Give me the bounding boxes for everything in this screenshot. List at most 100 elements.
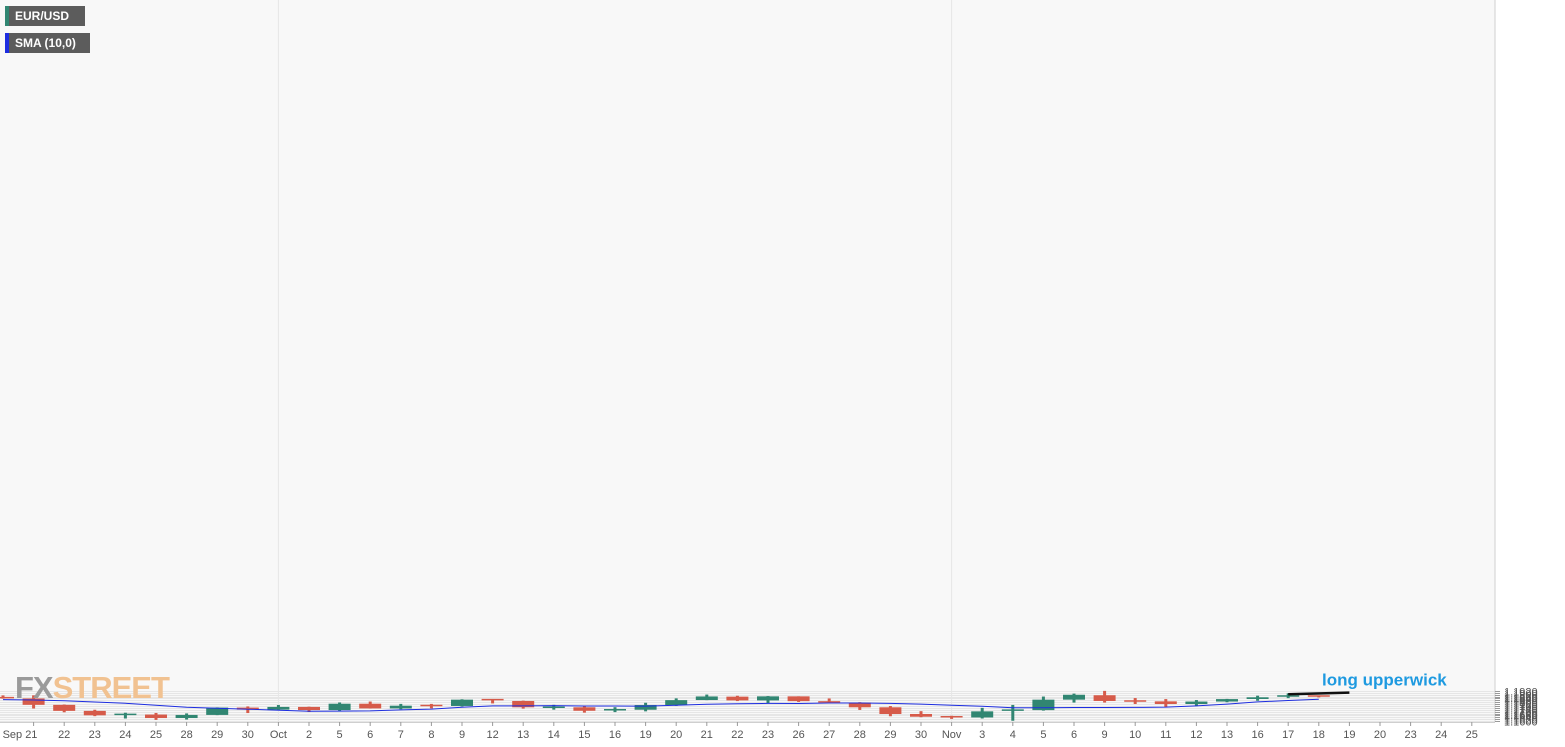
candle-body (818, 701, 841, 703)
candle-body (267, 706, 290, 710)
x-axis: Sep 21 22 23 24 25 28 29 30 Oct 2 5 6 7 8 9 12 13 14 15 16 1… (0, 722, 1495, 741)
candle-body (1154, 701, 1177, 704)
x-tick-label: 9 (1102, 729, 1108, 741)
y-tick-label: 1.1740 (1504, 704, 1538, 716)
candle-body (22, 698, 45, 705)
candle-body (1246, 697, 1269, 699)
candle-body (879, 707, 902, 714)
x-tick-label: 15 (578, 729, 590, 741)
x-tick-label: 27 (823, 729, 835, 741)
x-tick-label: 29 (884, 729, 896, 741)
x-tick-label: 7 (398, 729, 404, 741)
y-tick-label: 1.1700 (1504, 708, 1538, 720)
y-tick-label: 1.1620 (1504, 715, 1538, 727)
annotation-layer: long upperwick (1288, 671, 1447, 696)
y-tick-label: 1.1860 (1504, 693, 1538, 705)
y-tick-label: 1.1600 (1504, 717, 1538, 729)
candle-body (910, 713, 932, 717)
x-tick-label: 23 (762, 729, 774, 741)
y-axis: 1.16001.16201.16401.16601.16801.17001.17… (1494, 0, 1538, 729)
x-tick-label: 9 (459, 729, 465, 741)
candle-body (1093, 695, 1116, 701)
x-tick-label: Oct (270, 729, 287, 741)
candle-body (787, 696, 810, 702)
sma-legend-tag[interactable]: SMA (10,0) (5, 33, 90, 53)
y-tick-label: 1.1840 (1504, 694, 1538, 706)
x-tick-label: 13 (1221, 729, 1233, 741)
plot-background (0, 0, 1495, 722)
x-tick-label: 18 (1313, 729, 1325, 741)
x-tick-label: 19 (1343, 729, 1355, 741)
y-tick-label: 1.1660 (1504, 711, 1538, 723)
x-tick-label: 17 (1282, 729, 1294, 741)
candle-body (236, 707, 259, 710)
candle-body (389, 705, 412, 709)
x-tick-label: 5 (1040, 729, 1046, 741)
y-tick-label: 1.1780 (1504, 700, 1538, 712)
x-tick-label: 21 (701, 729, 713, 741)
candle-body (1216, 699, 1238, 702)
candle-body (573, 707, 596, 711)
x-tick-label: 11 (1160, 729, 1171, 741)
x-tick-label: 30 (242, 729, 254, 741)
candle-body (1185, 701, 1208, 704)
candle-body (634, 705, 657, 710)
candle-body (328, 703, 351, 711)
candle-body (359, 703, 382, 709)
y-tick-label: 1.1920 (1504, 687, 1538, 699)
x-tick-label: 20 (670, 729, 682, 741)
x-tick-label: 23 (89, 729, 101, 741)
y-tick-label: 1.1820 (1504, 696, 1538, 708)
x-tick-label: 6 (1071, 729, 1077, 741)
x-tick-label: 20 (1374, 729, 1386, 741)
x-tick-label: 25 (1466, 729, 1478, 741)
x-tick-label: 30 (915, 729, 927, 741)
candle-body (206, 707, 229, 715)
x-tick-label: 6 (367, 729, 373, 741)
x-tick-label: Nov (942, 729, 962, 741)
sma-line (2, 698, 1319, 712)
y-tick-label: 1.1800 (1504, 698, 1538, 710)
candle-body (1063, 694, 1085, 700)
logo-street-part: STREET (52, 670, 170, 705)
symbol-legend-tag[interactable]: EUR/USD (5, 6, 85, 26)
y-tick-label: 1.1680 (1504, 710, 1538, 722)
x-tick-label: 23 (1404, 729, 1416, 741)
candle-body (695, 696, 718, 701)
x-tick-label: 26 (792, 729, 804, 741)
candle-body (665, 700, 688, 706)
x-tick-label: 3 (979, 729, 985, 741)
candle-body (512, 700, 535, 708)
x-tick-label: 24 (1435, 729, 1447, 741)
x-tick-label: 5 (337, 729, 343, 741)
candle-body (298, 706, 320, 711)
x-tick-label: 19 (639, 729, 651, 741)
x-tick-label: 24 (119, 729, 131, 741)
symbol-legend-label: EUR/USD (15, 9, 70, 23)
x-tick-label: 13 (517, 729, 529, 741)
candle-body (726, 696, 749, 701)
candle-body (53, 704, 76, 711)
x-tick-label: 8 (428, 729, 434, 741)
candle-body (757, 696, 779, 701)
candle-body (451, 699, 473, 706)
x-tick-label: 10 (1129, 729, 1141, 741)
candle-body (83, 710, 106, 716)
annotation-label: long upperwick (1322, 671, 1447, 690)
x-tick-label: 4 (1010, 729, 1016, 741)
x-tick-label: 29 (211, 729, 223, 741)
x-tick-label: 14 (548, 729, 560, 741)
y-tick-label: 1.1880 (1504, 691, 1538, 703)
candle-body (175, 714, 198, 719)
y-tick-label: 1.1900 (1504, 689, 1538, 701)
logo-fx-part: FX (15, 670, 54, 705)
candle-body (145, 714, 167, 719)
y-tick-label: 1.1640 (1504, 713, 1538, 725)
x-tick-label: 28 (854, 729, 866, 741)
x-tick-label: 16 (1251, 729, 1263, 741)
x-tick-label: 12 (1190, 729, 1202, 741)
sma-legend-color-bar (5, 33, 9, 53)
annotation-pointer-line (1288, 691, 1350, 696)
